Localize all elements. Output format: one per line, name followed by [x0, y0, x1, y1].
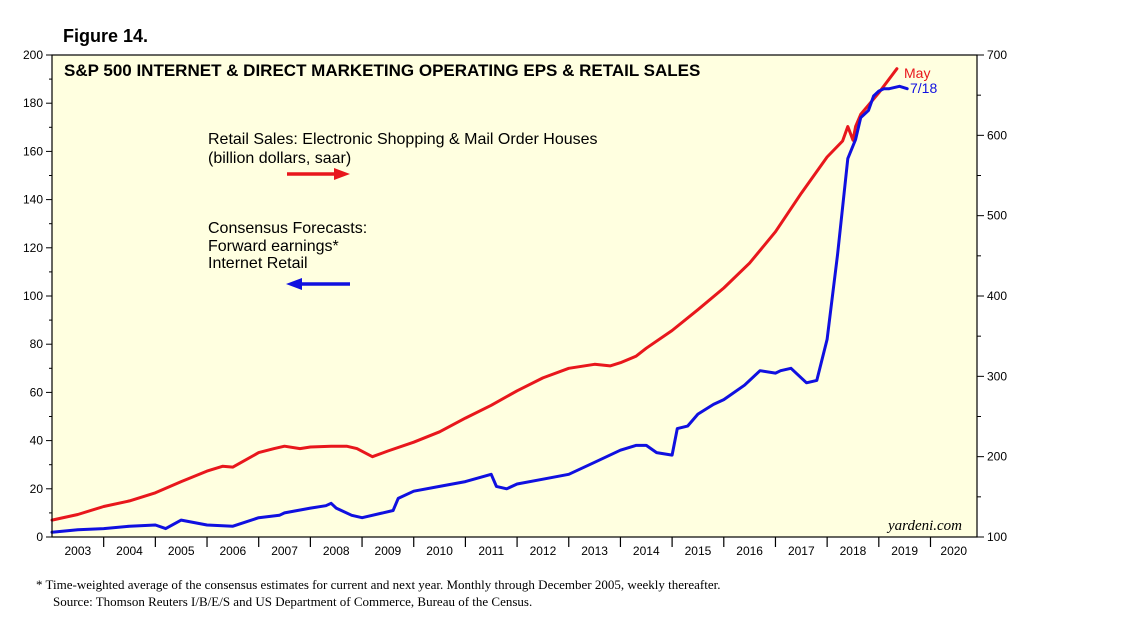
x-axis: 2003 2004 2005 2006 2007 2008 2009 2010 2011 2012… — [64, 537, 967, 558]
year-label: 2016 — [736, 544, 763, 558]
left-tick-label: 200 — [23, 48, 43, 62]
series-lines — [50, 67, 909, 534]
right-tick-label: 300 — [987, 369, 1007, 383]
legend-retail-arrow — [287, 168, 350, 180]
year-label: 2014 — [633, 544, 660, 558]
left-tick-label: 80 — [30, 337, 44, 351]
forecast-end-label: 7/18 — [910, 80, 937, 96]
year-label: 2012 — [530, 544, 557, 558]
right-tick-label: 700 — [987, 48, 1007, 62]
year-label: 2009 — [375, 544, 402, 558]
chart-title: S&P 500 INTERNET & DIRECT MARKETING OPER… — [64, 61, 700, 80]
forward-earnings-line — [50, 84, 909, 534]
figure-label: Figure 14. — [63, 26, 148, 46]
year-label: 2018 — [840, 544, 867, 558]
year-label: 2017 — [788, 544, 815, 558]
left-tick-label: 100 — [23, 289, 43, 303]
year-label: 2015 — [685, 544, 712, 558]
right-tick-label: 600 — [987, 128, 1007, 142]
right-tick-label: 100 — [987, 530, 1007, 544]
yardeni-watermark: yardeni.com — [886, 518, 962, 534]
plot-frame — [51, 54, 978, 538]
footnote-source: Source: Thomson Reuters I/B/E/S and US D… — [53, 594, 532, 609]
year-label: 2013 — [581, 544, 608, 558]
left-tick-label: 160 — [23, 144, 43, 158]
right-tick-label: 500 — [987, 209, 1007, 223]
year-label: 2003 — [64, 544, 91, 558]
right-axis: 100 200 300 400 500 600 700 — [977, 48, 1007, 544]
year-label: 2007 — [271, 544, 298, 558]
retail-end-label: May — [904, 65, 930, 81]
year-label: 2010 — [426, 544, 453, 558]
left-tick-label: 60 — [30, 385, 44, 399]
left-tick-label: 140 — [23, 193, 43, 207]
legend-forecast-line3: Internet Retail — [208, 255, 308, 272]
left-axis: 0 20 40 60 80 100 120 140 160 180 200 — [23, 48, 52, 544]
left-tick-label: 180 — [23, 96, 43, 110]
left-tick-label: 40 — [30, 434, 44, 448]
right-tick-label: 400 — [987, 289, 1007, 303]
footnote-asterisk: * Time-weighted average of the consensus… — [36, 577, 720, 592]
year-label: 2005 — [168, 544, 195, 558]
plot-background — [52, 55, 977, 537]
plot-area — [52, 55, 977, 537]
left-tick-label: 0 — [36, 530, 43, 544]
legend-forecast-line2: Forward earnings* — [208, 238, 339, 255]
year-label: 2019 — [891, 544, 918, 558]
right-tick-label: 200 — [987, 450, 1007, 464]
year-label: 2004 — [116, 544, 143, 558]
retail-sales-line — [50, 67, 899, 522]
legend-forecast-line1: Consensus Forecasts: — [208, 220, 367, 237]
left-tick-label: 120 — [23, 241, 43, 255]
legend-forecast-arrow — [286, 278, 350, 290]
legend-retail-line2: (billion dollars, saar) — [208, 150, 351, 167]
left-tick-label: 20 — [30, 482, 44, 496]
legend-retail-line1: Retail Sales: Electronic Shopping & Mail… — [208, 131, 598, 148]
year-label: 2011 — [478, 544, 504, 558]
year-label: 2006 — [220, 544, 247, 558]
year-label: 2020 — [940, 544, 967, 558]
year-label: 2008 — [323, 544, 350, 558]
